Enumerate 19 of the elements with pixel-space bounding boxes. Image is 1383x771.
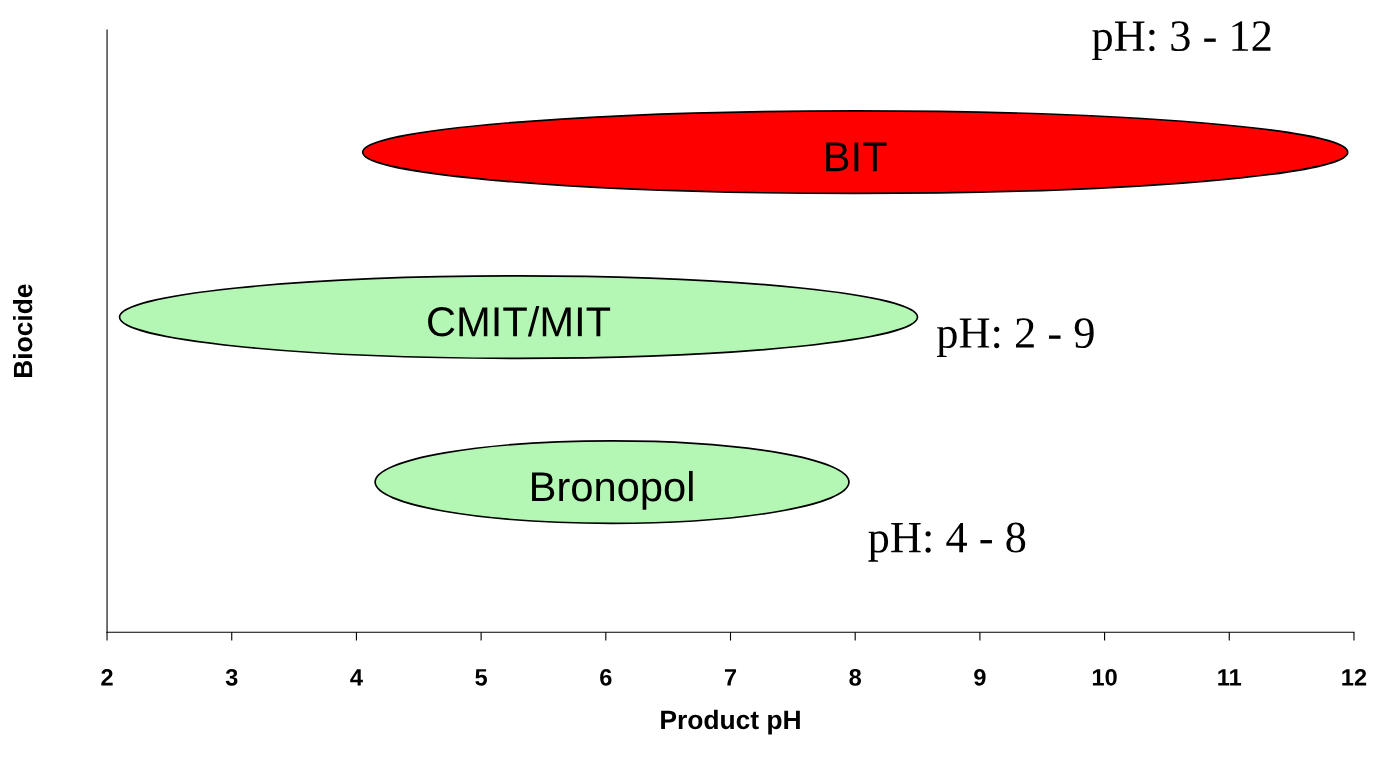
y-axis-title: Biocide bbox=[13, 284, 33, 378]
y-tick-label: BIT bbox=[826, 142, 887, 172]
x-tick-label: 6 bbox=[600, 668, 612, 686]
annotation: pH: 2 - 9 bbox=[936, 318, 1094, 358]
x-tick-label: 11 bbox=[1218, 669, 1242, 686]
x-tick-label: 10 bbox=[1092, 668, 1117, 686]
x-tick-label: 12 bbox=[1342, 668, 1367, 686]
annotation: pH: 3 - 12 bbox=[1092, 21, 1271, 61]
x-tick-label: 3 bbox=[225, 668, 238, 686]
x-tick-label: 4 bbox=[350, 669, 363, 686]
x-tick-label: 9 bbox=[974, 668, 986, 686]
y-tick-label: CMIT/MIT bbox=[428, 305, 611, 337]
x-tick-label: 2 bbox=[101, 668, 113, 686]
x-tick-label: 8 bbox=[849, 668, 862, 686]
x-axis-title: Product pH bbox=[661, 709, 800, 735]
annotation: pH: 4 - 8 bbox=[868, 522, 1026, 562]
x-tick-label: 5 bbox=[475, 669, 488, 686]
x-tick-label: 7 bbox=[724, 669, 737, 686]
y-tick-label: Bronopol bbox=[532, 470, 693, 510]
